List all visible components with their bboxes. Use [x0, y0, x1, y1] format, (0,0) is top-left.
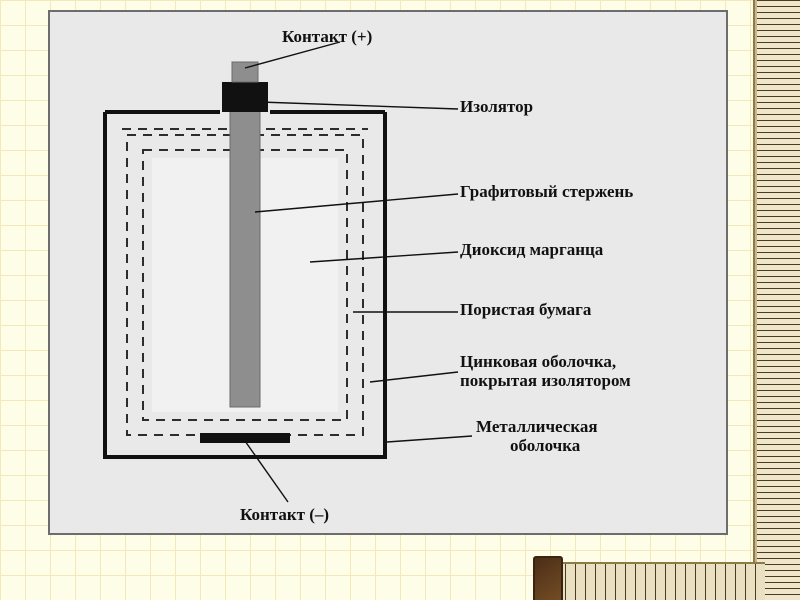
diagram-card: Контакт (+) Изолятор Графитовый стержень…: [48, 10, 728, 535]
ruler-horizontal: [555, 562, 765, 600]
label-porous-paper: Пористая бумага: [460, 300, 591, 319]
label-contact-neg: Контакт (–): [240, 505, 329, 524]
label-mno2: Диоксид марганца: [460, 240, 603, 259]
label-graphite-rod: Графитовый стержень: [460, 182, 633, 201]
ruler-vertical: [753, 0, 800, 600]
label-insulator: Изолятор: [460, 97, 533, 116]
insulator-cap: [222, 82, 268, 112]
graphite-rod: [230, 107, 260, 407]
label-contact-pos: Контакт (+): [282, 27, 372, 46]
battery-diagram: [50, 12, 726, 533]
label-zinc-shell: Цинковая оболочка, покрытая изолятором: [460, 352, 631, 390]
label-metal-shell: Металлическая оболочка: [476, 417, 598, 455]
